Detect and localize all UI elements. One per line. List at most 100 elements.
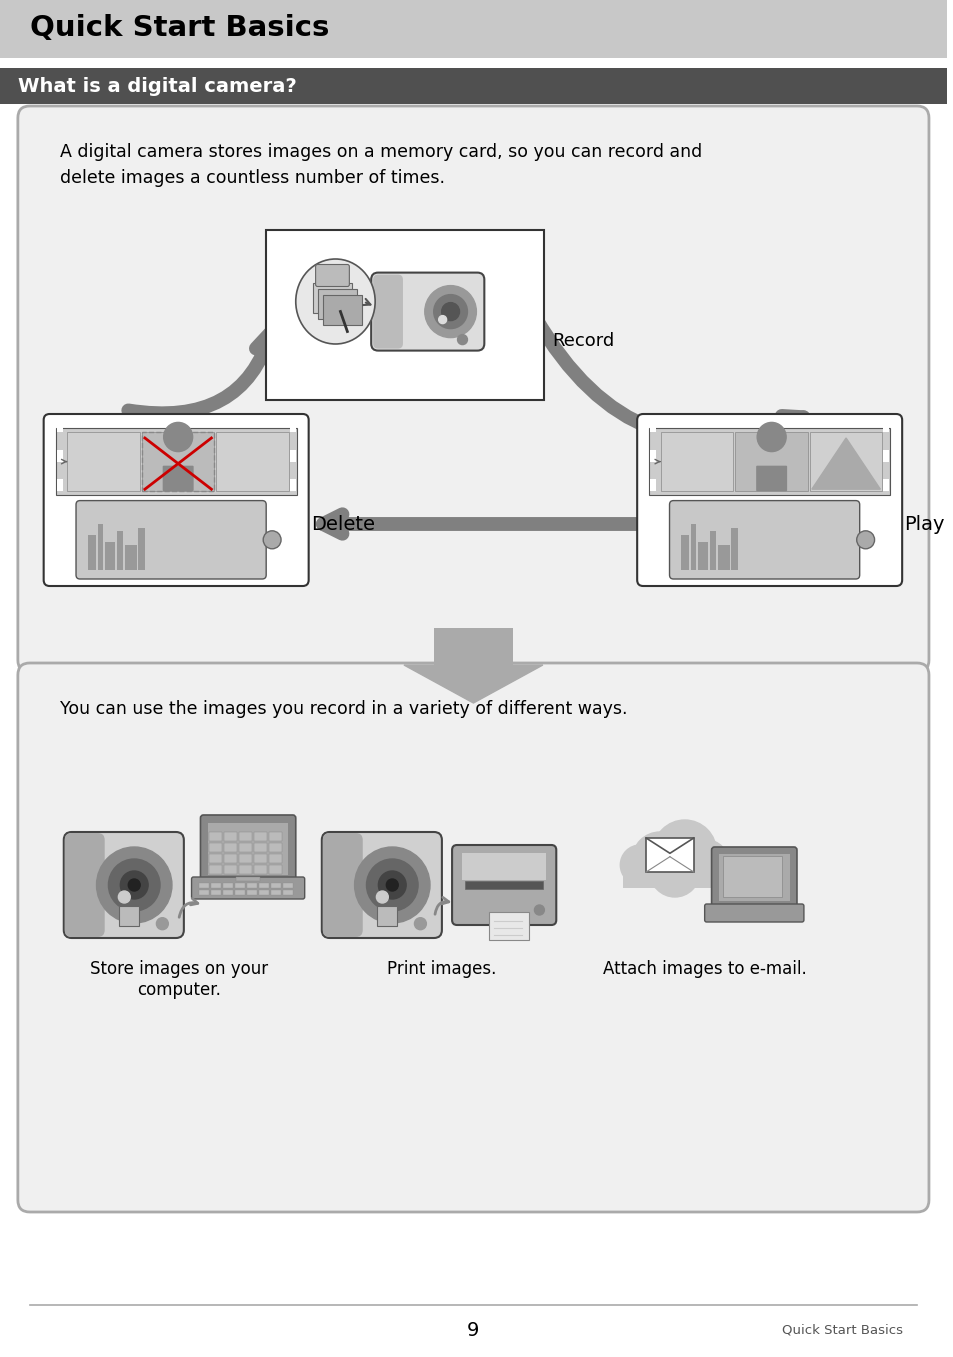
Bar xyxy=(56,419,63,432)
Text: Quick Start Basics: Quick Start Basics xyxy=(781,1323,902,1337)
Circle shape xyxy=(118,892,131,902)
Bar xyxy=(461,854,546,879)
Bar xyxy=(691,524,696,570)
Bar xyxy=(212,890,221,896)
Circle shape xyxy=(156,917,168,930)
Bar xyxy=(239,854,252,863)
FancyBboxPatch shape xyxy=(317,289,357,319)
Bar xyxy=(809,432,882,491)
Bar xyxy=(253,843,267,852)
Bar xyxy=(269,854,281,863)
Bar xyxy=(709,532,716,570)
Circle shape xyxy=(128,879,140,892)
Bar xyxy=(247,890,256,896)
Bar xyxy=(730,528,738,570)
Bar xyxy=(0,68,945,104)
Circle shape xyxy=(441,303,459,320)
Bar xyxy=(239,832,252,841)
Bar xyxy=(649,479,656,491)
Bar xyxy=(105,541,114,570)
FancyBboxPatch shape xyxy=(704,904,803,921)
Bar xyxy=(721,856,781,897)
Bar xyxy=(223,883,233,887)
Bar xyxy=(718,546,729,570)
Bar xyxy=(271,890,280,896)
Bar xyxy=(239,864,252,874)
Ellipse shape xyxy=(295,259,375,345)
Bar xyxy=(55,427,296,495)
Bar xyxy=(648,427,889,495)
Polygon shape xyxy=(811,438,880,490)
Bar xyxy=(253,854,267,863)
Circle shape xyxy=(96,847,172,923)
Bar xyxy=(282,890,293,896)
Bar xyxy=(68,432,140,491)
Bar xyxy=(216,432,289,491)
Circle shape xyxy=(414,917,426,930)
Bar xyxy=(649,419,656,432)
Bar xyxy=(434,628,513,665)
Bar xyxy=(489,912,528,940)
Text: Print images.: Print images. xyxy=(387,959,496,978)
Bar xyxy=(266,229,543,400)
FancyBboxPatch shape xyxy=(669,501,859,579)
Circle shape xyxy=(366,859,417,911)
Bar xyxy=(253,864,267,874)
Bar xyxy=(118,906,139,925)
FancyBboxPatch shape xyxy=(192,877,304,898)
Bar xyxy=(718,854,789,901)
Text: Play: Play xyxy=(903,514,943,533)
Polygon shape xyxy=(403,665,542,703)
Bar xyxy=(199,883,210,887)
Circle shape xyxy=(378,871,406,898)
Bar xyxy=(376,906,397,925)
Text: A digital camera stores images on a memory card, so you can record and
delete im: A digital camera stores images on a memo… xyxy=(59,142,701,187)
Bar xyxy=(125,546,136,570)
FancyBboxPatch shape xyxy=(18,106,928,672)
Bar xyxy=(882,479,888,491)
Text: You can use the images you record in a variety of different ways.: You can use the images you record in a v… xyxy=(59,700,626,718)
Bar xyxy=(271,883,280,887)
Circle shape xyxy=(424,285,476,338)
Bar xyxy=(224,832,237,841)
Bar xyxy=(199,890,210,896)
Bar xyxy=(645,839,693,873)
Bar xyxy=(649,449,656,461)
Bar xyxy=(269,843,281,852)
Bar xyxy=(210,843,222,852)
FancyBboxPatch shape xyxy=(371,273,484,350)
Bar xyxy=(235,883,245,887)
Bar xyxy=(269,832,281,841)
Text: Store images on your
computer.: Store images on your computer. xyxy=(90,959,268,999)
FancyBboxPatch shape xyxy=(373,274,402,349)
Bar xyxy=(223,890,233,896)
Bar xyxy=(116,532,123,570)
Text: What is a digital camera?: What is a digital camera? xyxy=(18,76,296,95)
Bar xyxy=(253,832,267,841)
Circle shape xyxy=(632,832,687,887)
Circle shape xyxy=(109,859,160,911)
Bar xyxy=(464,881,543,889)
FancyBboxPatch shape xyxy=(637,414,902,586)
FancyBboxPatch shape xyxy=(200,816,295,883)
Circle shape xyxy=(376,892,388,902)
Bar xyxy=(235,890,245,896)
Circle shape xyxy=(757,422,785,452)
Bar xyxy=(259,883,269,887)
Circle shape xyxy=(534,905,544,915)
Circle shape xyxy=(457,335,467,345)
FancyBboxPatch shape xyxy=(76,501,266,579)
Bar xyxy=(210,864,222,874)
Circle shape xyxy=(438,316,446,323)
FancyBboxPatch shape xyxy=(163,465,193,491)
Bar xyxy=(259,890,269,896)
FancyBboxPatch shape xyxy=(315,265,349,286)
FancyBboxPatch shape xyxy=(44,414,309,586)
Bar xyxy=(142,432,214,491)
Circle shape xyxy=(386,879,397,892)
Bar xyxy=(622,858,710,887)
Bar xyxy=(208,822,288,875)
Bar xyxy=(680,535,689,570)
Bar xyxy=(660,432,733,491)
Circle shape xyxy=(355,847,430,923)
